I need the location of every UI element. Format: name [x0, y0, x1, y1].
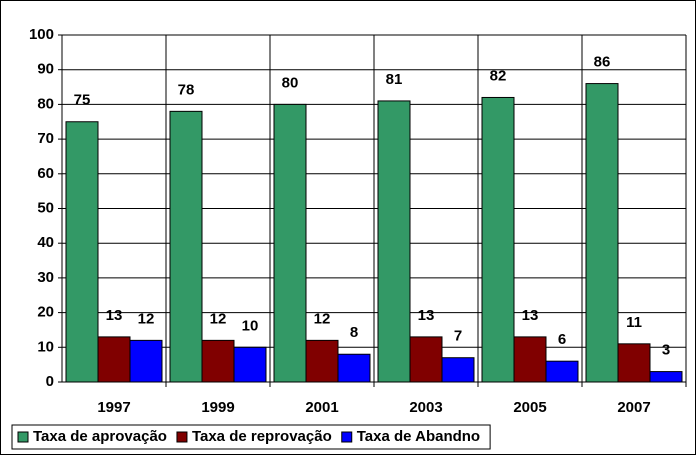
bar [545, 360, 579, 383]
y-tick-label: 70 [37, 130, 54, 147]
legend-label: Taxa de aprovação [33, 428, 167, 445]
y-tick-label: 90 [37, 61, 54, 78]
value-label: 6 [558, 331, 566, 348]
value-label: 75 [74, 92, 91, 109]
bar [273, 103, 307, 383]
bar [337, 353, 371, 383]
y-tick-label: 100 [29, 26, 54, 43]
y-tick-label: 50 [37, 199, 54, 216]
y-tick-label: 40 [37, 234, 54, 251]
bar [65, 121, 99, 383]
value-label: 13 [106, 307, 123, 324]
value-label: 8 [350, 324, 358, 341]
bar [513, 336, 547, 383]
value-label: 86 [594, 54, 611, 71]
bar [169, 110, 203, 383]
y-tick-label: 30 [37, 269, 54, 286]
y-tick-label: 20 [37, 304, 54, 321]
value-label: 78 [178, 81, 195, 98]
legend-label: Taxa de reprovação [192, 428, 332, 445]
bar [481, 96, 515, 383]
value-label: 7 [454, 328, 462, 345]
bar [305, 339, 339, 383]
x-tick-label: 2005 [513, 399, 546, 416]
x-tick-label: 1999 [201, 399, 234, 416]
bar [233, 346, 267, 383]
value-label: 82 [490, 67, 507, 84]
x-tick-label: 2007 [617, 399, 650, 416]
value-label: 81 [386, 71, 403, 88]
value-label: 3 [662, 342, 670, 359]
bar [201, 339, 235, 383]
x-tick-label: 2003 [409, 399, 442, 416]
y-tick-label: 0 [46, 373, 54, 390]
legend-label: Taxa de Abandno [357, 428, 480, 445]
y-tick-label: 10 [37, 338, 54, 355]
bar [441, 357, 475, 383]
legend-swatch [176, 431, 188, 443]
legend-swatch [17, 431, 29, 443]
bar [97, 336, 131, 383]
value-label: 13 [522, 307, 539, 324]
y-tick-label: 80 [37, 95, 54, 112]
legend-swatch [341, 431, 353, 443]
y-tick-label: 60 [37, 165, 54, 182]
bar [617, 343, 651, 383]
x-tick-label: 2001 [305, 399, 338, 416]
value-label: 13 [418, 307, 435, 324]
value-label: 12 [138, 310, 155, 327]
value-label: 12 [314, 310, 331, 327]
value-label: 12 [210, 310, 227, 327]
bar [649, 371, 683, 383]
bar [129, 339, 163, 383]
value-label: 11 [626, 314, 642, 331]
value-label: 80 [282, 74, 299, 91]
bar [377, 100, 411, 383]
bar [585, 83, 619, 383]
bar [409, 336, 443, 383]
legend-box [11, 424, 491, 450]
x-tick-label: 1997 [97, 399, 130, 416]
value-label: 10 [242, 317, 259, 334]
